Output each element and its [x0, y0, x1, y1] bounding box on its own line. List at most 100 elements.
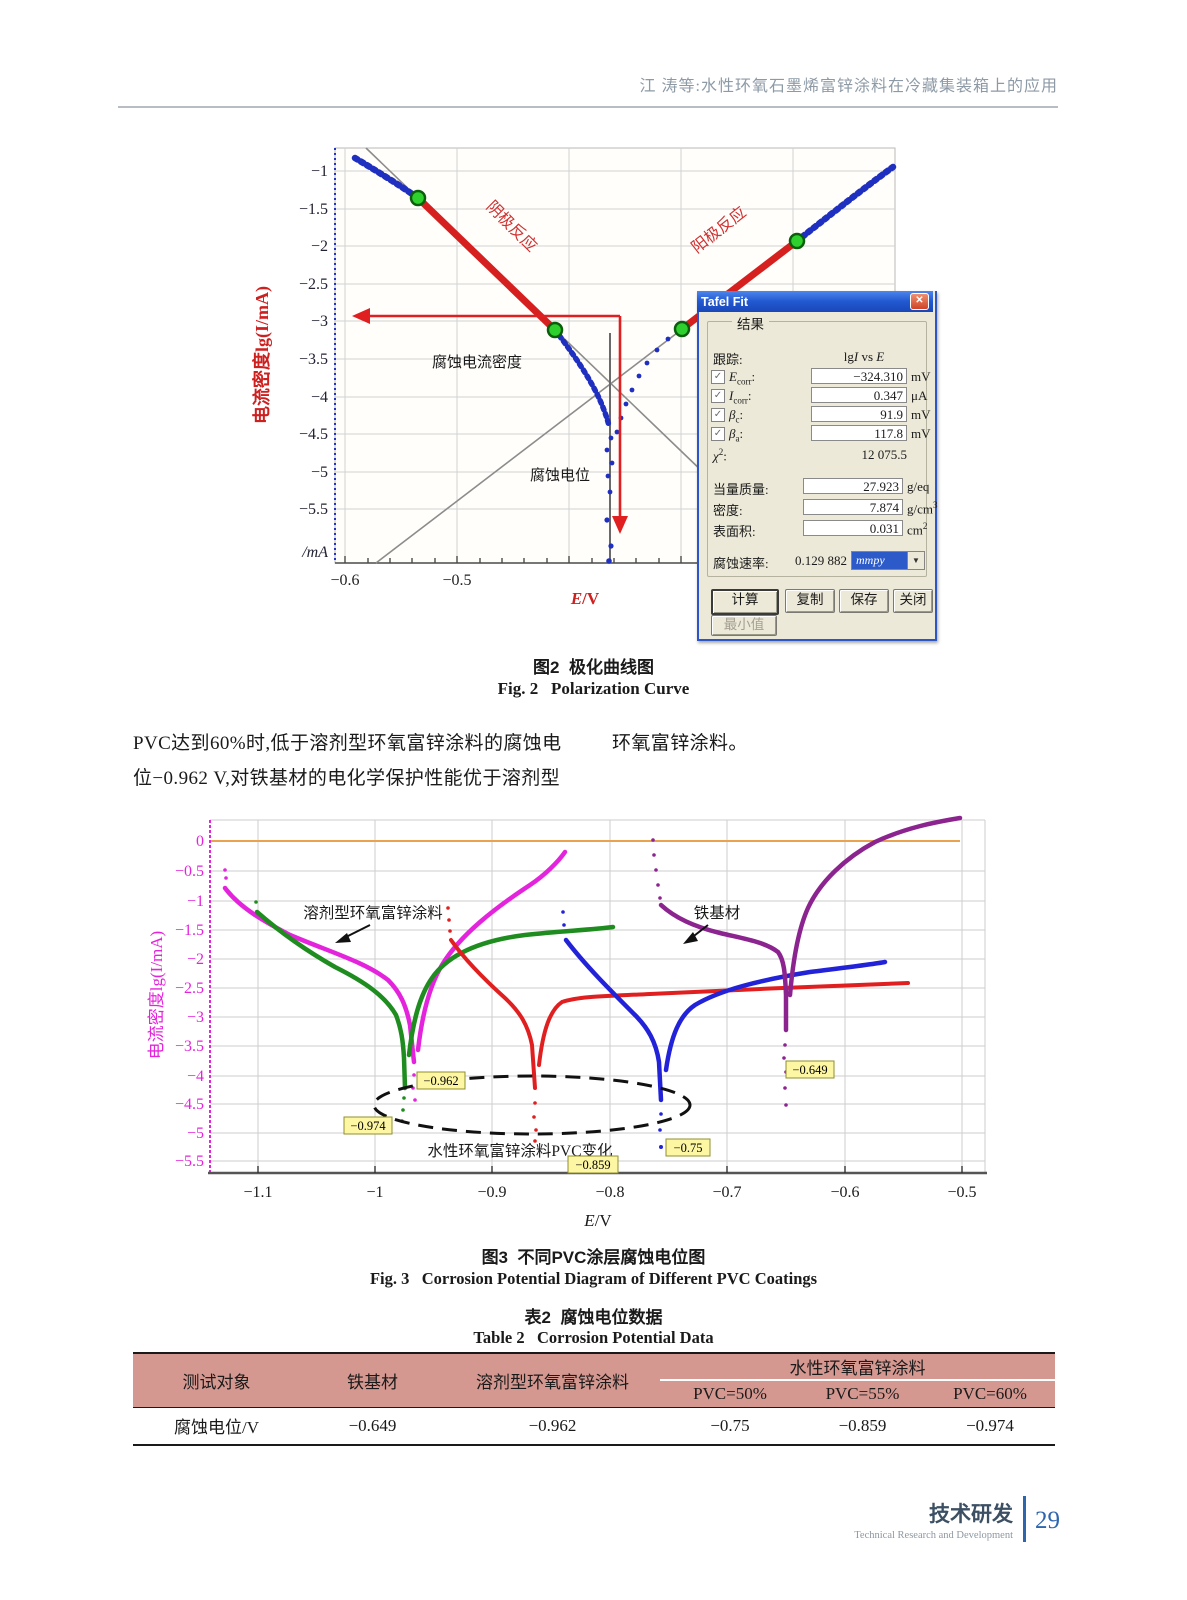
corrosion-rate-row: 腐蚀速率: 0.129 882 mmpy ▼	[713, 551, 925, 571]
svg-text:−5.5: −5.5	[175, 1153, 204, 1170]
fig3-curves	[222, 815, 963, 1103]
equivalent-weight-field[interactable]: 27.923	[803, 478, 903, 494]
fig2-y-tick-labels: −1 −1.5 −2 −2.5 −3 −3.5 −4 −4.5 −5 −5.5 /mA	[299, 163, 328, 561]
svg-text:−0.8: −0.8	[595, 1184, 624, 1201]
fig3-pvc50-curve-left	[563, 937, 664, 1103]
cell-solvent: −0.962	[528, 1415, 577, 1435]
corrosion-rate-label: 腐蚀速率:	[713, 556, 769, 571]
calculate-button[interactable]: 计算	[711, 589, 779, 615]
footer-section-title: 技术研发 Technical Research and Development	[854, 1498, 1013, 1541]
fig3-solvent-annotation: 溶剂型环氧富锌涂料	[303, 904, 443, 943]
fig3-y-axis-label: 电流密度lg(I/mA)	[147, 931, 166, 1059]
fig3-pvc60-curve-right	[406, 924, 616, 1058]
ecorr-value-field[interactable]: −324.310	[811, 368, 907, 384]
ecorr-unit: mV	[911, 369, 931, 384]
svg-text:0: 0	[196, 833, 204, 850]
fig2-dip-dots	[604, 329, 680, 564]
surface-area-row: 表面积: 0.031 cm2	[713, 520, 928, 539]
fig3-corrosion-potential-chart: 0 −0.5 −1 −1.5 −2 −2.5 −3 −3.5 −4 −4.5 −5 −5.5…	[147, 815, 987, 1230]
svg-text:−0.6: −0.6	[830, 1184, 859, 1201]
track-value: lgI vs E	[843, 349, 885, 364]
svg-text:−2.5: −2.5	[299, 276, 328, 293]
svg-text:−0.7: −0.7	[712, 1184, 741, 1201]
col-header-pvc60: PVC=60%	[925, 1380, 1056, 1408]
betac-value-field[interactable]: 91.9	[811, 406, 907, 422]
svg-text:−2: −2	[187, 951, 204, 968]
betaa-symbol: βa:	[729, 426, 744, 444]
equivalent-weight-row: 当量质量: 27.923 g/eq	[713, 478, 929, 497]
svg-text:−0.6: −0.6	[330, 572, 359, 589]
corrosion-rate-unit-dropdown[interactable]: mmpy ▼	[851, 551, 925, 570]
col-header-waterborne-group: 水性环氧富锌涂料	[660, 1353, 1056, 1381]
betac-unit: mV	[911, 407, 931, 422]
icorr-value-field[interactable]: 0.347	[811, 387, 907, 403]
track-row: 跟踪: lgI vs E	[713, 349, 925, 367]
checkbox-checked-icon[interactable]: ✓	[711, 370, 725, 384]
fig2-caption-en: Fig. 2 Polarization Curve	[497, 679, 690, 698]
fig2-ecorr-arrow	[612, 316, 628, 534]
density-field[interactable]: 7.874	[803, 499, 903, 515]
betac-symbol: βc:	[729, 407, 744, 425]
svg-text:−4: −4	[311, 389, 328, 406]
fig2-icorr-arrow	[352, 308, 620, 324]
fig3-pvc-change-label: 水性环氧富锌涂料PVC变化	[427, 1142, 612, 1160]
surface-area-field[interactable]: 0.031	[803, 520, 903, 536]
svg-text:−3.5: −3.5	[299, 351, 328, 368]
checkbox-checked-icon[interactable]: ✓	[711, 389, 725, 403]
svg-text:−3: −3	[187, 1009, 204, 1026]
footer-divider	[1023, 1496, 1026, 1542]
svg-text:−1.5: −1.5	[299, 201, 328, 218]
surface-area-label: 表面积:	[713, 524, 756, 539]
results-groupbox: 结果	[707, 313, 927, 577]
icorr-symbol: Icorr:	[729, 388, 752, 406]
svg-text:−1: −1	[311, 163, 328, 180]
fig3-solvent-curve-left	[222, 885, 417, 1065]
cell-pvc50: −0.75	[710, 1415, 750, 1435]
fig3-iron-annotation: 铁基材	[683, 904, 740, 944]
svg-text:−2: −2	[311, 238, 328, 255]
chevron-down-icon[interactable]: ▼	[907, 552, 924, 569]
running-header: 江 涛等:水性环氧石墨烯富锌涂料在冷藏集装箱上的应用	[118, 72, 1058, 108]
svg-text:−2.5: −2.5	[175, 980, 204, 997]
table2: 测试对象 铁基材 溶剂型环氧富锌涂料 水性环氧富锌涂料 PVC=50% PVC=…	[133, 1352, 1056, 1446]
dropdown-selected-value: mmpy	[852, 552, 907, 569]
fig3-pvc55-curve-right	[537, 981, 910, 1067]
dialog-titlebar[interactable]: Tafel Fit ✕	[697, 291, 933, 312]
page-footer: 技术研发 Technical Research and Development …	[640, 1496, 1060, 1542]
fig3-pvc50-curve-right	[663, 959, 888, 1073]
svg-text:−0.5: −0.5	[442, 572, 471, 589]
save-button[interactable]: 保存	[839, 589, 889, 613]
fig3-x-axis-label: E/V	[583, 1211, 612, 1230]
checkbox-checked-icon[interactable]: ✓	[711, 408, 725, 422]
table2-caption-zh: 表2 腐蚀电位数据	[524, 1308, 663, 1327]
tag-pvc55: −0.859	[575, 1158, 610, 1172]
cell-pvc60: −0.974	[966, 1415, 1014, 1435]
table2-caption-en: Table 2 Corrosion Potential Data	[473, 1328, 714, 1347]
surface-area-unit: cm2	[907, 521, 928, 538]
fig3-dip-highlight-ellipse	[372, 1074, 692, 1136]
fig2-fit-endpoint-markers	[409, 189, 806, 339]
betaa-value-field[interactable]: 117.8	[811, 425, 907, 441]
svg-text:−4.5: −4.5	[175, 1096, 204, 1113]
fig3-pvc60-curve-left	[254, 909, 408, 1091]
fig2-x-tick-labels: −0.6 −0.5	[330, 572, 471, 589]
svg-text:−4.5: −4.5	[299, 426, 328, 443]
density-row: 密度: 7.874 g/cm3	[713, 499, 938, 518]
body-paragraph-right: 环氧富锌涂料。	[612, 726, 1057, 761]
svg-text:−1: −1	[366, 1184, 383, 1201]
track-label: 跟踪:	[713, 352, 743, 367]
tafel-fit-dialog: Tafel Fit ✕ 结果 跟踪: lgI vs E ✓ Ecorr: −32…	[697, 291, 938, 641]
fig3-y-tick-labels: 0 −0.5 −1 −1.5 −2 −2.5 −3 −3.5 −4 −4.5 −5 −5.5	[175, 833, 204, 1170]
close-icon[interactable]: ✕	[910, 293, 929, 310]
row-label: 腐蚀电位/V	[174, 1418, 259, 1438]
copy-button[interactable]: 复制	[785, 589, 835, 613]
close-button[interactable]: 关闭	[893, 589, 933, 613]
svg-text:−1.5: −1.5	[175, 922, 204, 939]
body-line: 位−0.962 V,对铁基材的电化学保护性能优于溶剂型	[133, 768, 561, 789]
tag-pvc60: −0.974	[350, 1119, 386, 1133]
checkbox-checked-icon[interactable]: ✓	[711, 427, 725, 441]
minimum-button[interactable]: 最小值	[711, 615, 777, 636]
fig3-value-tags: −0.962 −0.974 −0.859 −0.75 −0.649	[343, 1060, 835, 1174]
results-legend: 结果	[732, 313, 769, 333]
